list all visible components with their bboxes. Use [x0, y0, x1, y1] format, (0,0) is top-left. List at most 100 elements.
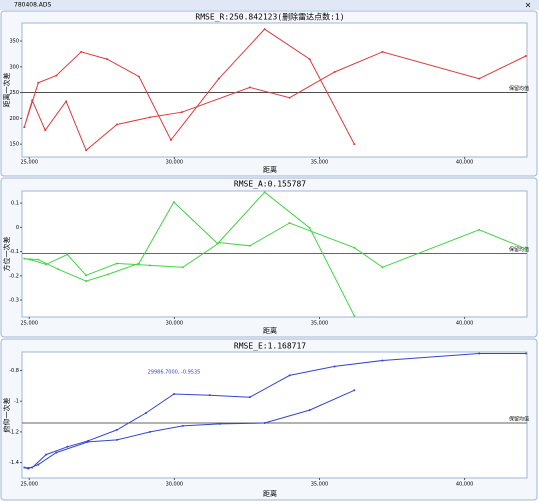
data-point [85, 149, 88, 152]
data-point [216, 242, 219, 245]
x-tick-label: 25,000 [21, 482, 39, 488]
data-point [478, 77, 481, 80]
data-point [37, 258, 40, 261]
y-tick-label: -1 [14, 399, 19, 405]
data-point [45, 453, 48, 456]
data-point [55, 451, 58, 454]
y-axis-label: 距离一次差 [2, 73, 11, 108]
data-point [57, 268, 60, 271]
data-point [217, 77, 220, 80]
x-tick-label: 40,000 [456, 160, 474, 166]
data-point [263, 421, 266, 424]
data-point [106, 273, 109, 276]
plot-area [21, 22, 528, 158]
y-tick-label: 150 [9, 142, 19, 148]
y-tick-label: -0.3 [9, 298, 19, 304]
data-point [37, 463, 40, 466]
data-point [31, 99, 34, 102]
data-point [353, 389, 356, 392]
data-point [288, 374, 291, 377]
reference-label: 保留均值 [509, 85, 529, 92]
y-axis-label: 方位一次差 [2, 237, 11, 272]
x-axis-label: 距离 [263, 165, 277, 174]
x-tick-label: 25,000 [21, 321, 39, 327]
data-point [181, 424, 184, 427]
data-point [248, 244, 251, 247]
data-point [524, 247, 527, 250]
data-point [148, 116, 151, 119]
data-point [333, 70, 336, 73]
y-tick-label: -1.4 [9, 460, 19, 466]
data-point [27, 467, 30, 470]
y-tick-label: -0.8 [9, 368, 19, 374]
data-point [137, 75, 140, 78]
data-point [181, 266, 184, 269]
data-point [148, 430, 151, 433]
data-point [353, 143, 356, 146]
close-button[interactable]: × [525, 1, 532, 10]
x-tick-label: 35,000 [311, 482, 329, 488]
window-title: 780408.ADS [14, 2, 52, 9]
data-line [23, 28, 527, 152]
data-point [263, 191, 266, 194]
data-point [115, 123, 118, 126]
y-axis-label: 俯仰一次差 [2, 398, 11, 433]
data-point [381, 50, 384, 53]
y-tick-label: 350 [9, 39, 19, 45]
data-point [106, 58, 109, 61]
data-point [115, 438, 118, 441]
chart-title: RMSE_A:0.155787 [234, 180, 306, 189]
x-tick-label: 30,000 [166, 482, 184, 488]
data-point [381, 359, 384, 362]
data-point [23, 466, 26, 469]
x-axis-label: 距离 [263, 326, 277, 335]
chart-title: RMSE_E:1.168717 [234, 342, 306, 351]
y-tick-label: 0 [16, 225, 19, 231]
annotation: 29986.7000, -0.9535 [148, 370, 201, 376]
data-point [381, 266, 384, 269]
data-point [55, 74, 58, 77]
data-line [24, 353, 526, 470]
data-point [248, 396, 251, 399]
y-tick-label: 0.1 [11, 201, 19, 207]
data-point [31, 466, 34, 469]
data-point [478, 228, 481, 231]
data-point [172, 393, 175, 396]
data-point [137, 262, 140, 265]
data-point [37, 81, 40, 84]
plot-area [21, 351, 528, 479]
title-bar [0, 0, 539, 10]
x-tick-label: 35,000 [311, 321, 329, 327]
data-point [308, 409, 311, 412]
data-point [66, 253, 69, 256]
data-point [248, 86, 251, 89]
data-point [115, 262, 118, 265]
y-tick-label: -0.2 [9, 273, 19, 279]
data-point [66, 445, 69, 448]
y-tick-label: 300 [9, 64, 19, 70]
reference-label: 保留均值 [509, 246, 529, 253]
data-point [87, 439, 90, 442]
data-point [288, 221, 291, 224]
x-tick-label: 30,000 [166, 321, 184, 327]
y-tick-label: -0.1 [9, 249, 19, 255]
data-point [144, 412, 147, 415]
data-point [288, 96, 291, 99]
data-point [85, 274, 88, 277]
x-tick-label: 25,000 [21, 160, 39, 166]
data-point [218, 241, 221, 244]
data-point [353, 246, 356, 249]
data-point [353, 314, 356, 317]
y-tick-label: 250 [9, 90, 19, 96]
data-point [172, 201, 175, 204]
data-point [148, 264, 151, 267]
data-point [208, 394, 211, 397]
data-point [308, 58, 311, 61]
x-axis-label: 距离 [263, 489, 277, 498]
data-point [169, 138, 172, 141]
data-point [524, 54, 527, 57]
data-point [29, 258, 32, 261]
data-point [478, 352, 481, 355]
x-tick-label: 35,000 [311, 160, 329, 166]
